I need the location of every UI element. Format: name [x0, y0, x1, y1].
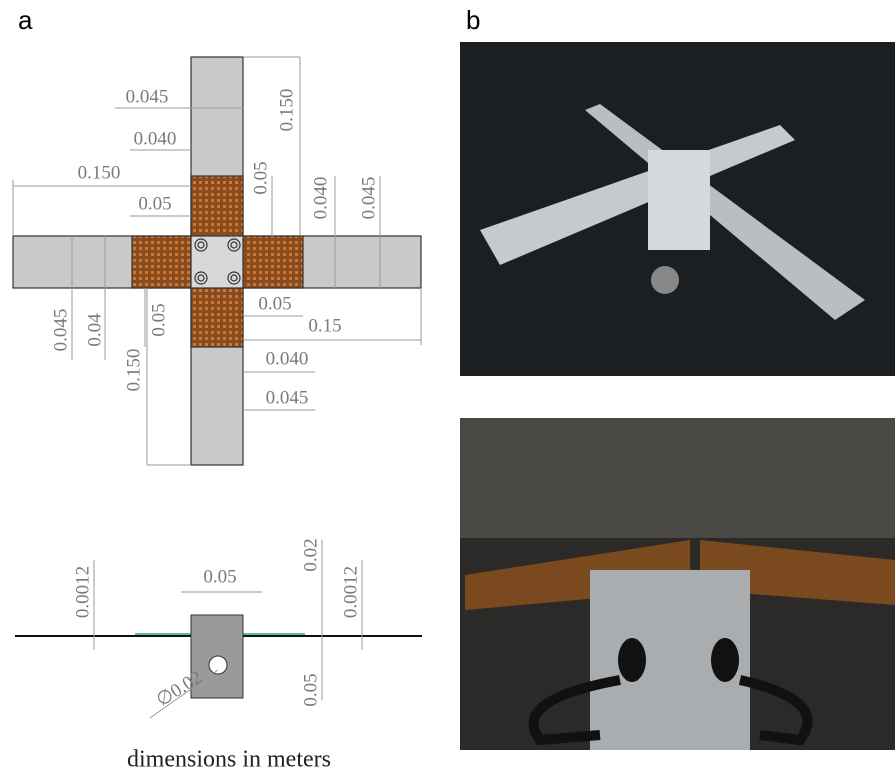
dimension-label: 0.05 — [138, 193, 171, 214]
dimension-label: 0.045 — [358, 177, 379, 220]
dimension-label: 0.040 — [134, 128, 177, 149]
panel-label: b — [466, 5, 480, 35]
top-view — [13, 57, 421, 465]
dimension-label: 0.045 — [50, 309, 71, 352]
dimension-label: 0.05 — [203, 566, 236, 587]
dimension-label: 0.040 — [266, 348, 309, 369]
caption: dimensions in meters — [127, 747, 331, 773]
dimension-label: 0.150 — [123, 349, 144, 392]
dimension-label: 0.04 — [84, 313, 105, 347]
dimension-label: ∅0.02 — [153, 667, 206, 711]
dimension-label: 0.0012 — [72, 566, 93, 618]
photo-bottom — [460, 418, 895, 750]
dimension-label: 0.05 — [300, 673, 321, 706]
panel-label: a — [18, 5, 33, 35]
dimension-label: 0.150 — [78, 162, 121, 183]
dimension-label: 0.05 — [148, 303, 169, 336]
dimension-label: 0.0012 — [340, 566, 361, 618]
dimension-label: 0.05 — [250, 161, 271, 194]
dimension-label: 0.150 — [276, 89, 297, 132]
dimension-label: 0.045 — [266, 387, 309, 408]
dimension-label: 0.02 — [300, 538, 321, 571]
figure: a b dimensions in meters 0.0450.0400.150… — [0, 0, 895, 772]
dimension-label: 0.040 — [310, 177, 331, 220]
dimension-label: 0.05 — [258, 293, 291, 314]
dimension-label: 0.15 — [308, 315, 341, 336]
photo-top — [460, 42, 895, 376]
dimension-label: 0.045 — [126, 86, 169, 107]
